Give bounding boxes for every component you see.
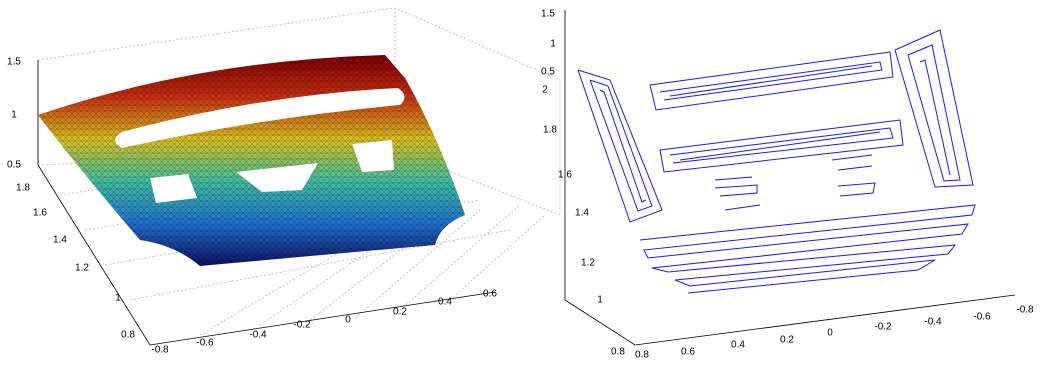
tick-label: -0.6 — [196, 338, 214, 349]
tick-label: 1.5 — [541, 9, 555, 20]
tick-label: 0 — [345, 315, 351, 326]
tick-label: 0.2 — [780, 335, 794, 346]
tick-label: -0.2 — [874, 322, 892, 333]
tick-label: -0.2 — [293, 320, 311, 331]
tick-label: 1.5 — [7, 57, 21, 68]
tick-label: 2 — [542, 85, 548, 96]
tick-label: 1 — [597, 295, 603, 306]
tick-label: 1.4 — [53, 235, 67, 246]
tick-label: 1.4 — [575, 208, 589, 219]
tick-label: -0.8 — [1016, 305, 1034, 316]
tick-label: 1.8 — [16, 183, 30, 194]
figure: 1.5 1 0.5 1.8 1.6 1.4 1.2 1 0.8 -0.8 -0.6 -0.4 -0.2 0… — [0, 0, 1044, 365]
tick-label: 0.5 — [7, 160, 21, 171]
tick-label: -0.6 — [973, 312, 991, 323]
tick-label: 0.6 — [483, 289, 497, 300]
tick-label: 0.4 — [731, 340, 745, 351]
right-axes — [565, 10, 1015, 345]
tick-label: -0.8 — [151, 345, 169, 356]
tick-label: 1.2 — [75, 263, 89, 274]
tick-label: 1.6 — [558, 170, 572, 181]
tick-label: 0 — [827, 328, 833, 339]
tick-label: 1 — [550, 39, 556, 50]
tool-paths — [578, 30, 975, 293]
tick-label: 0.8 — [121, 330, 135, 341]
tick-label: 0.5 — [541, 67, 555, 78]
tick-label: 1 — [115, 293, 121, 304]
tick-label: 1.6 — [33, 208, 47, 219]
tick-label: -0.4 — [249, 330, 267, 341]
tick-label: 1.2 — [581, 258, 595, 269]
tick-label: 0.8 — [611, 347, 625, 358]
tick-label: 0.2 — [393, 307, 407, 318]
tick-label: 0.6 — [681, 347, 695, 358]
tick-label: 0.8 — [635, 350, 649, 361]
tick-label: 1 — [11, 110, 17, 121]
hood-surface — [38, 55, 465, 266]
tick-label: -0.4 — [924, 317, 942, 328]
tick-label: 0.4 — [438, 297, 452, 308]
tick-label: 1.8 — [543, 125, 557, 136]
